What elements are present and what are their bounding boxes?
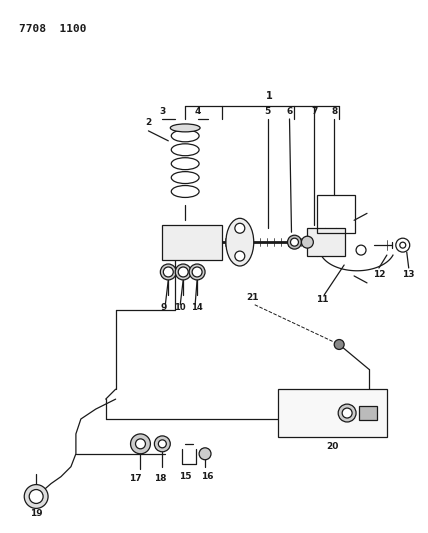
Circle shape: [160, 264, 176, 280]
Circle shape: [189, 264, 205, 280]
Circle shape: [342, 408, 352, 418]
Text: 18: 18: [154, 474, 166, 483]
Text: 17: 17: [129, 474, 142, 483]
Circle shape: [155, 436, 170, 452]
Text: 21: 21: [247, 293, 259, 302]
Text: 5: 5: [265, 107, 271, 116]
Bar: [359, 406, 377, 420]
Text: 12: 12: [373, 270, 385, 279]
Circle shape: [334, 340, 344, 350]
Text: 14: 14: [191, 303, 203, 312]
Ellipse shape: [226, 219, 254, 266]
Circle shape: [235, 223, 245, 233]
Text: 10: 10: [174, 303, 186, 312]
Circle shape: [356, 245, 366, 255]
Circle shape: [288, 235, 301, 249]
Bar: [317, 196, 355, 233]
Text: 2: 2: [145, 118, 152, 127]
Text: 7708  1100: 7708 1100: [19, 23, 87, 34]
Bar: [278, 389, 387, 437]
Circle shape: [163, 267, 173, 277]
Text: 7: 7: [311, 107, 318, 116]
Text: 16: 16: [201, 472, 213, 481]
Bar: [307, 228, 345, 256]
Text: 15: 15: [179, 472, 191, 481]
Circle shape: [291, 238, 298, 246]
Circle shape: [24, 484, 48, 508]
Bar: [162, 225, 222, 260]
Text: 6: 6: [286, 107, 293, 116]
Circle shape: [136, 439, 146, 449]
Circle shape: [235, 251, 245, 261]
Text: 1: 1: [266, 91, 273, 101]
Text: 11: 11: [316, 295, 329, 304]
Circle shape: [301, 236, 313, 248]
Text: 8: 8: [331, 107, 337, 116]
Circle shape: [29, 489, 43, 504]
Text: 19: 19: [30, 509, 42, 518]
Circle shape: [131, 434, 150, 454]
Text: 13: 13: [402, 270, 415, 279]
Circle shape: [178, 267, 188, 277]
Circle shape: [338, 404, 356, 422]
Circle shape: [199, 448, 211, 460]
Circle shape: [158, 440, 166, 448]
Text: 20: 20: [326, 442, 339, 451]
Text: 9: 9: [160, 303, 166, 312]
Text: 3: 3: [159, 107, 166, 116]
Ellipse shape: [170, 124, 200, 132]
Circle shape: [192, 267, 202, 277]
Circle shape: [175, 264, 191, 280]
Text: 4: 4: [195, 107, 201, 116]
